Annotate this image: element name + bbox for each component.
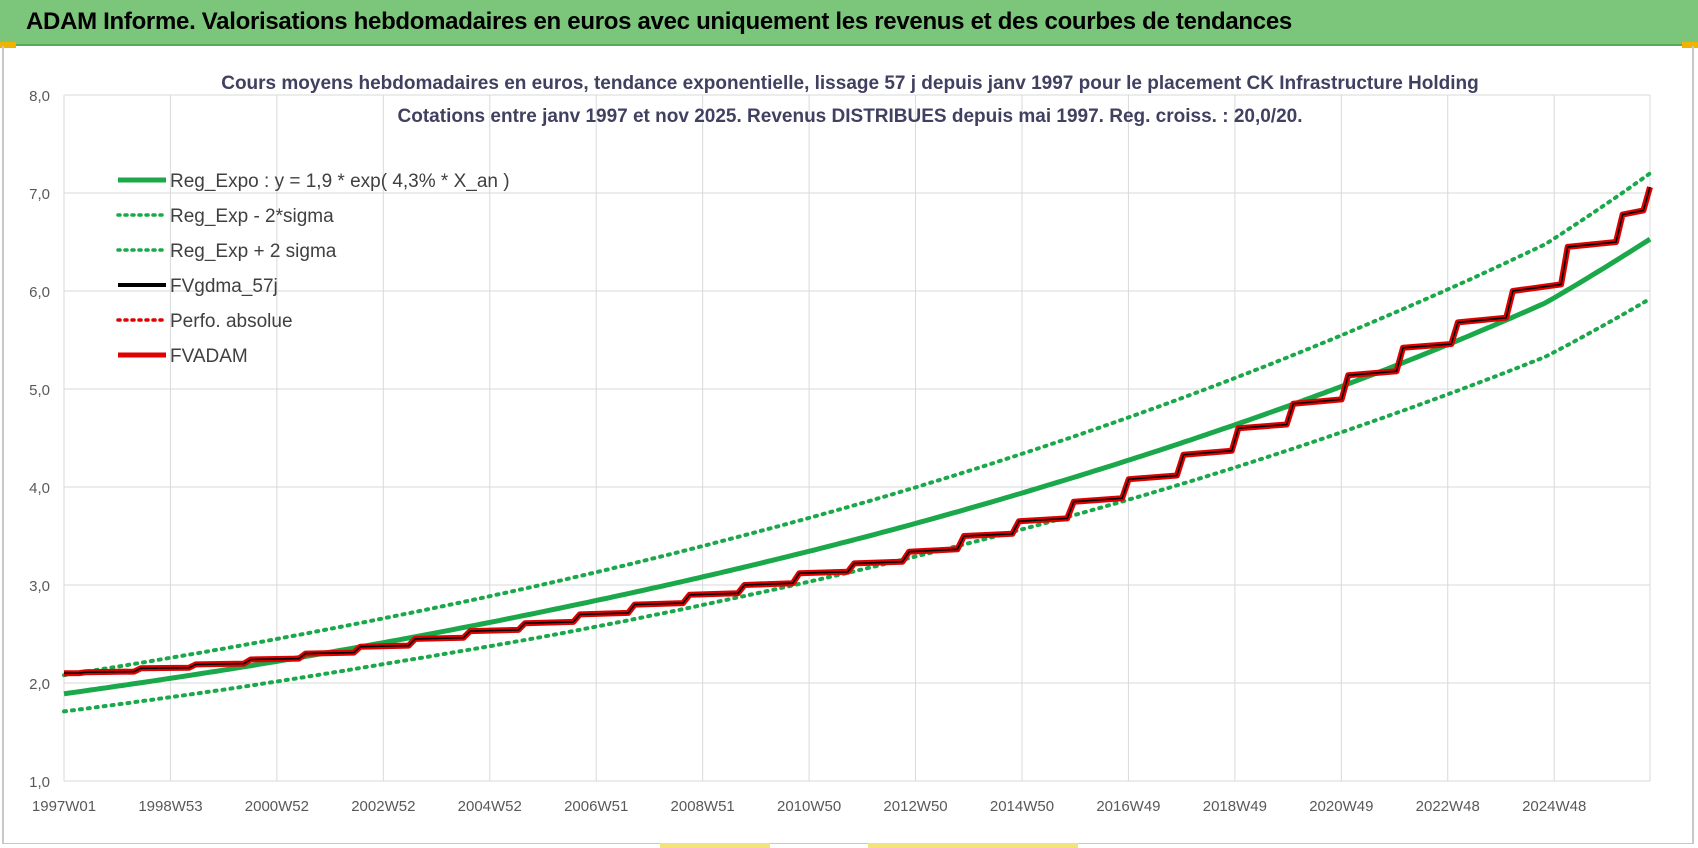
x-tick-label: 2024W48	[1522, 798, 1586, 815]
y-tick-label: 6,0	[29, 284, 50, 301]
x-tick-label: 2002W52	[351, 798, 415, 815]
x-tick-label: 2004W52	[458, 798, 522, 815]
x-tick-label: 2014W50	[990, 798, 1054, 815]
x-tick-label: 1998W53	[138, 798, 202, 815]
grid-lines	[63, 94, 1651, 782]
legend-label: FVgdma_57j	[170, 276, 278, 297]
y-tick-label: 3,0	[29, 578, 50, 595]
x-tick-label: 2012W50	[883, 798, 947, 815]
chart-title-line-1: Cours moyens hebdomadaires en euros, ten…	[221, 73, 1479, 94]
x-tick-label: 2000W52	[245, 798, 309, 815]
legend-label: Reg_Exp + 2 sigma	[170, 241, 337, 262]
x-tick-label: 2008W51	[671, 798, 735, 815]
sheet-tab-marker	[868, 843, 1078, 848]
y-tick-label: 5,0	[29, 382, 50, 399]
y-tick-label: 7,0	[29, 186, 50, 203]
corner-marker-right	[1682, 42, 1698, 48]
y-tick-label: 1,0	[29, 774, 50, 791]
y-tick-label: 4,0	[29, 480, 50, 497]
header-banner: ADAM Informe. Valorisations hebdomadaire…	[0, 0, 1698, 46]
x-tick-label: 2022W48	[1416, 798, 1480, 815]
x-tick-label: 1997W01	[32, 798, 96, 815]
x-tick-label: 2018W49	[1203, 798, 1267, 815]
axes: 1,0 2,0 3,0 4,0 5,0 6,0 7,0 8,0 1997W01 1998W53 20…	[29, 88, 1586, 815]
chart-border	[2, 46, 1694, 844]
series-fvgdma-57j	[63, 186, 1651, 674]
y-tick-label: 2,0	[29, 676, 50, 693]
legend-label: Reg_Expo : y = 1,9 * exp( 4,3% * X_an )	[170, 171, 510, 192]
x-tick-label: 2006W51	[564, 798, 628, 815]
legend-label: Perfo. absolue	[170, 311, 293, 332]
chart-title-line-2: Cotations entre janv 1997 et nov 2025. R…	[398, 106, 1303, 127]
x-tick-label: 2016W49	[1096, 798, 1160, 815]
x-tick-label: 2010W50	[777, 798, 841, 815]
banner-title: ADAM Informe. Valorisations hebdomadaire…	[26, 8, 1292, 35]
sheet-tab-marker	[660, 843, 770, 848]
series-reg-exp-plus-2sigma	[62, 171, 1652, 678]
series-reg-expo	[63, 236, 1652, 697]
y-tick-label: 8,0	[29, 88, 50, 105]
corner-marker-left	[0, 42, 16, 48]
legend: Reg_Expo : y = 1,9 * exp( 4,3% * X_an ) R…	[116, 171, 510, 367]
legend-label: Reg_Exp - 2*sigma	[170, 206, 334, 227]
series-lines	[62, 171, 1653, 714]
series-reg-exp-minus-2sigma	[62, 296, 1652, 714]
x-tick-label: 2020W49	[1309, 798, 1373, 815]
legend-label: FVADAM	[170, 346, 248, 367]
